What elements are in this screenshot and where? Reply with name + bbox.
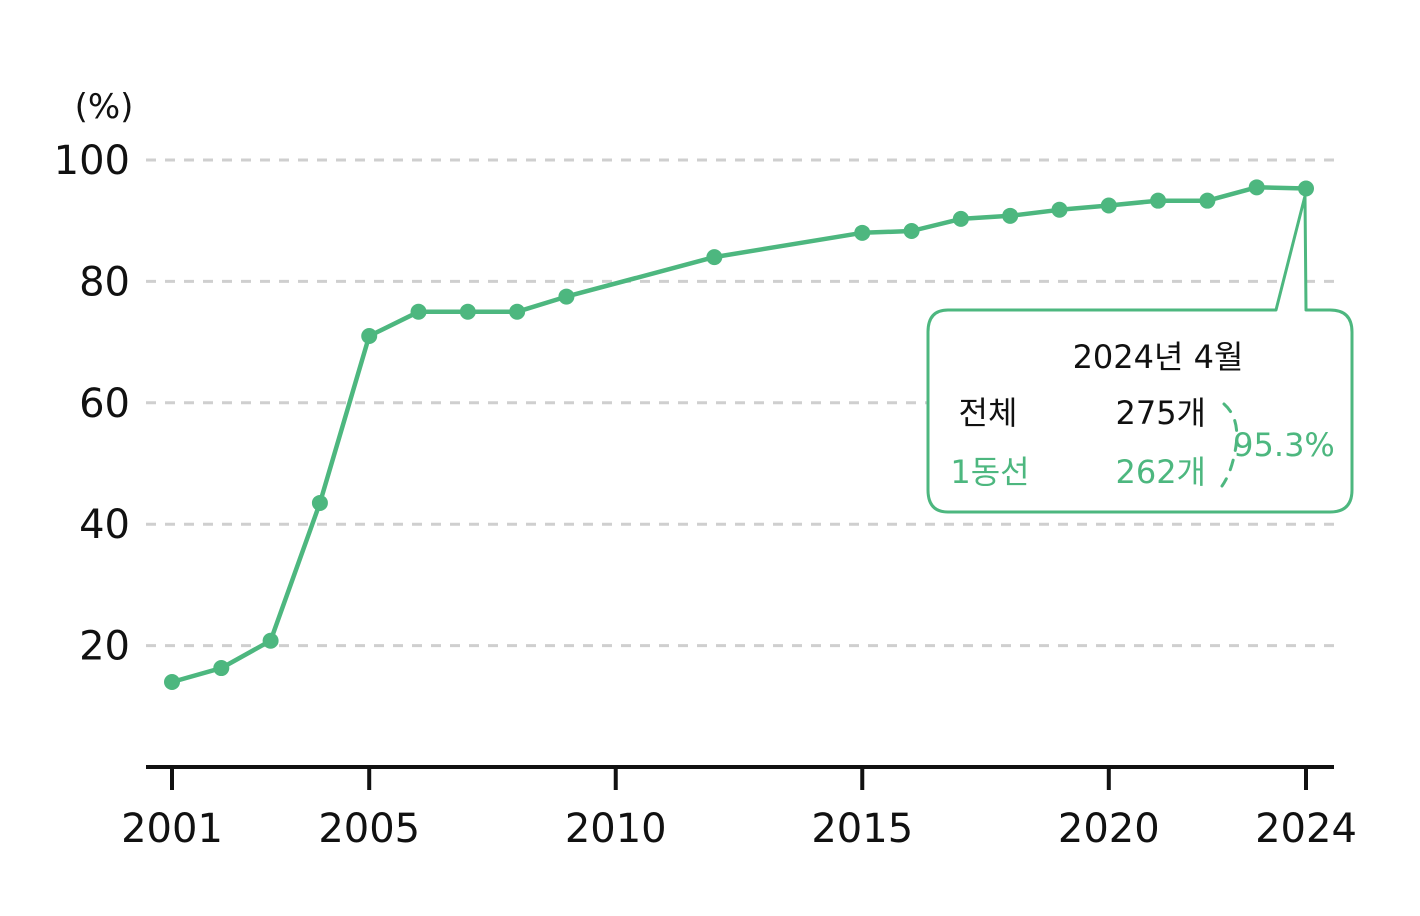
series (164, 179, 1314, 691)
data-point-2003 (262, 632, 279, 649)
y-tick-label-100: 100 (54, 138, 130, 184)
data-point-2015 (854, 224, 871, 241)
data-point-2020 (1100, 197, 1117, 214)
x-tick-label-2010: 2010 (565, 806, 667, 852)
callout-box (926, 194, 1354, 514)
data-point-2009 (558, 288, 575, 305)
data-point-2007 (459, 303, 476, 320)
data-point-2001 (164, 674, 180, 691)
callout-row-line-label: 1동선 (950, 453, 1029, 491)
callout-title: 2024년 4월 (1073, 338, 1244, 376)
callout-ratio: 95.3% (1233, 426, 1335, 464)
data-point-2024 (1298, 180, 1314, 197)
y-axis: (%) 20 40 60 80 100 (54, 87, 134, 670)
data-point-2021 (1150, 192, 1167, 209)
callout-row-total-label: 전체 (959, 394, 1018, 432)
x-tick-label-2020: 2020 (1058, 806, 1160, 852)
data-point-2016 (903, 223, 920, 240)
data-point-2017 (952, 210, 969, 227)
data-point-2012 (706, 249, 723, 266)
data-point-2004 (311, 494, 328, 511)
data-point-2022 (1199, 192, 1216, 209)
y-tick-label-80: 80 (79, 259, 130, 305)
data-point-2008 (509, 303, 526, 320)
series-line-0 (169, 185, 1309, 685)
x-tick-label-2001: 2001 (121, 806, 223, 852)
y-tick-label-40: 40 (79, 502, 130, 548)
y-tick-label-60: 60 (79, 381, 130, 427)
data-point-2005 (361, 328, 378, 345)
callout-row-line-value: 262개 (1115, 453, 1206, 491)
gridlines (146, 158, 1334, 648)
callout-brace (1220, 402, 1239, 488)
y-axis-unit-label: (%) (75, 87, 134, 127)
y-tick-label-20: 20 (79, 624, 130, 670)
annotation-callout: 2024년 4월 전체 275개 1동선 262개 95.3% (926, 194, 1354, 514)
x-tick-label-2015: 2015 (811, 806, 913, 852)
data-point-2019 (1051, 201, 1068, 218)
data-point-2023 (1248, 179, 1265, 196)
x-tick-label-2005: 2005 (318, 806, 420, 852)
data-point-2006 (410, 303, 427, 320)
data-point-2002 (213, 660, 230, 677)
x-tick-label-2024: 2024 (1255, 806, 1357, 852)
data-point-2018 (1002, 207, 1019, 224)
x-axis: 2001 2005 2010 2015 2020 2024 (121, 765, 1357, 852)
callout-row-total-value: 275개 (1115, 394, 1206, 432)
